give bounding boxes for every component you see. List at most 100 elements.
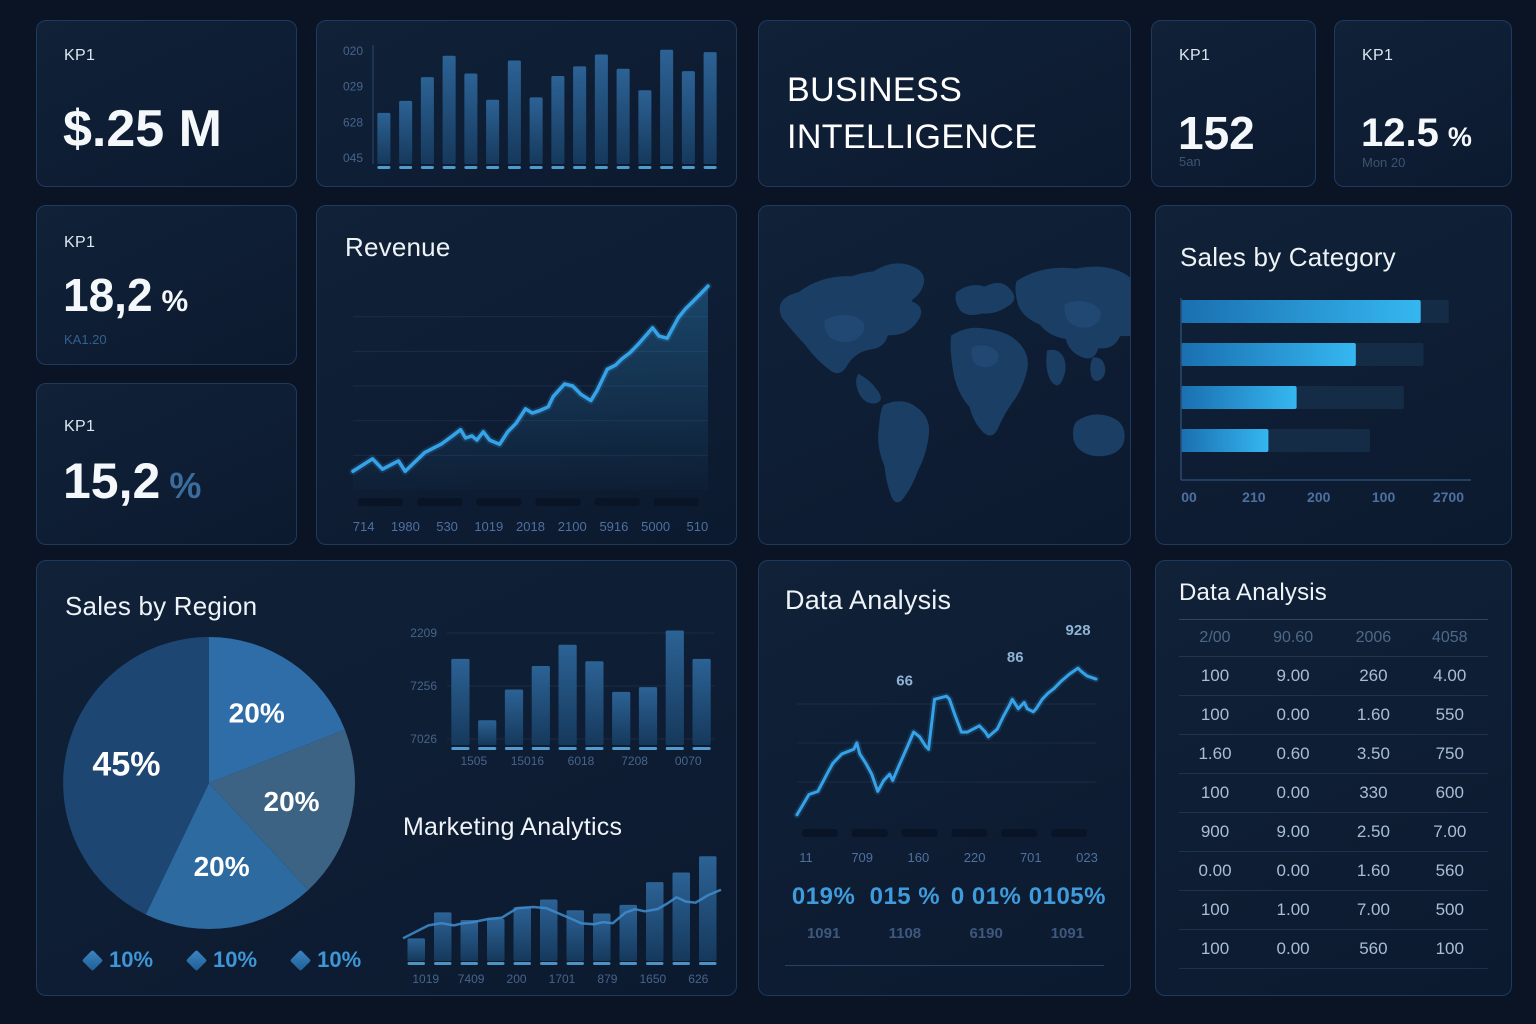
- svg-text:020: 020: [343, 44, 363, 58]
- kpi-label: KP1: [1362, 47, 1394, 64]
- table-header-cell: 2006: [1335, 619, 1412, 657]
- region-pie-chart: 20% 20% 20% 45%: [63, 637, 355, 929]
- legend-label: 10%: [109, 947, 154, 972]
- card-title: Revenue: [345, 232, 451, 262]
- svg-text:7256: 7256: [410, 679, 437, 693]
- percent-sign: %: [161, 285, 189, 318]
- svg-text:045: 045: [343, 151, 363, 165]
- kpi-subtitle: KA1.20: [64, 332, 107, 347]
- card-title: Marketing Analytics: [403, 813, 623, 841]
- svg-text:2700: 2700: [1433, 489, 1464, 505]
- kpi-card-growth: KP1 18,2% KA1.20: [36, 205, 297, 365]
- table-row: 100 0.00 330 600: [1179, 773, 1488, 813]
- table-cell: 500: [1411, 890, 1488, 930]
- card-title: Data Analysis: [785, 585, 952, 615]
- table-cell: 7.00: [1411, 812, 1488, 852]
- stat-label: 1091: [806, 925, 841, 942]
- stat-value: 019%: [791, 883, 856, 910]
- table-cell: 600: [1411, 773, 1488, 813]
- svg-text:210: 210: [1242, 489, 1266, 505]
- svg-text:45%: 45%: [92, 745, 160, 783]
- svg-text:220: 220: [964, 850, 986, 865]
- svg-text:66: 66: [896, 672, 913, 689]
- world-map-card: [758, 205, 1131, 545]
- kpi-card-count: KP1 152 5an: [1151, 20, 1316, 187]
- marketing-combo-chart: 1019 7409 200 1701 879 1650 626: [399, 847, 725, 987]
- kpi-value: $.25 M: [63, 100, 222, 158]
- svg-text:7409: 7409: [458, 972, 485, 986]
- legend-item: 10%: [81, 947, 154, 973]
- sales-by-region-card: Sales by Region 20% 20% 20% 45% 10% 10% 10% 2…: [36, 560, 737, 996]
- table-cell: 330: [1335, 773, 1412, 813]
- kpi-value: 18,2%: [63, 269, 189, 321]
- svg-text:20%: 20%: [194, 851, 250, 882]
- world-map: [779, 263, 1130, 503]
- diamond-icon: [81, 949, 104, 971]
- table-cell: 1.60: [1335, 695, 1412, 735]
- svg-text:200: 200: [1307, 489, 1331, 505]
- analysis-table: 2/00 90.60 2006 4058 100 9.00 260 4.00 100 0.00 1.…: [1179, 619, 1488, 969]
- table-row: 1.60 0.60 3.50 750: [1179, 734, 1488, 774]
- svg-text:160: 160: [908, 850, 930, 865]
- table-cell: 9.00: [1251, 812, 1336, 852]
- stat-item: 015 % 1108: [864, 883, 945, 942]
- svg-text:100: 100: [1372, 489, 1396, 505]
- revenue-line-chart: 714 1980 530 1019 2018 2100 5916 5000 510: [331, 268, 724, 536]
- svg-text:1980: 1980: [391, 519, 420, 534]
- svg-text:5000: 5000: [641, 519, 670, 534]
- stat-value: 0105%: [1028, 883, 1106, 910]
- page-title-line1: BUSINESS: [787, 71, 963, 109]
- stat-label: 6190: [969, 925, 1003, 942]
- kpi-value: 152: [1178, 107, 1255, 159]
- table-cell: 0.00: [1251, 695, 1336, 735]
- page-title: BUSINESS INTELLIGENCE: [787, 67, 1037, 161]
- svg-text:1701: 1701: [549, 972, 576, 986]
- legend-label: 10%: [317, 947, 362, 972]
- analysis-stats: 019% 1091 015 % 1108 0 01% 6190 0105% 1091: [783, 883, 1108, 942]
- mini-bar-chart-card: 020 029 628 045: [316, 20, 737, 187]
- svg-text:15016: 15016: [511, 754, 545, 768]
- svg-text:200: 200: [507, 972, 527, 986]
- kpi-label: KP1: [64, 418, 96, 435]
- svg-text:714: 714: [353, 519, 375, 534]
- stat-item: 0105% 1091: [1027, 883, 1108, 942]
- table-cell: 0.00: [1251, 851, 1336, 891]
- svg-text:1019: 1019: [412, 972, 439, 986]
- percent-sign: %: [169, 465, 202, 506]
- table-cell: 560: [1411, 851, 1488, 891]
- svg-text:20%: 20%: [229, 697, 285, 728]
- kpi-card-revenue-total: KP1 $.25 M: [36, 20, 297, 187]
- kpi-value: 12.5%: [1361, 111, 1472, 155]
- card-title: Data Analysis: [1179, 579, 1328, 606]
- legend-item: 10%: [289, 947, 362, 973]
- svg-text:20%: 20%: [264, 786, 320, 817]
- svg-text:00: 00: [1181, 489, 1197, 505]
- svg-text:879: 879: [597, 972, 617, 986]
- svg-text:7026: 7026: [410, 732, 437, 746]
- svg-text:023: 023: [1076, 850, 1098, 865]
- svg-text:628: 628: [343, 115, 363, 129]
- table-cell: 1.60: [1335, 851, 1412, 891]
- table-cell: 0.00: [1179, 851, 1251, 891]
- region-mini-bar-chart: 2209 7256 7026 1505 15016 6018 7208 0070: [397, 617, 723, 769]
- legend-label: 10%: [213, 947, 258, 972]
- table-cell: 100: [1179, 773, 1251, 813]
- data-analysis-table-card: Data Analysis 2/00 90.60 2006 4058 100 9.00 26…: [1155, 560, 1512, 996]
- table-cell: 9.00: [1251, 656, 1336, 696]
- stat-value: 0 01%: [950, 883, 1022, 910]
- category-bar-chart: 00 210 200 100 2700: [1179, 294, 1479, 516]
- table-cell: 100: [1411, 929, 1488, 969]
- svg-text:11: 11: [799, 850, 813, 865]
- kpi-card-conversion: KP1 15,2%: [36, 383, 297, 545]
- table-header-cell: 2/00: [1179, 619, 1251, 657]
- svg-text:2018: 2018: [516, 519, 545, 534]
- svg-text:86: 86: [1007, 649, 1024, 666]
- kpi-label: KP1: [64, 234, 96, 251]
- table-header-cell: 90.60: [1251, 619, 1336, 657]
- svg-text:029: 029: [343, 80, 363, 94]
- stat-item: 0 01% 6190: [946, 883, 1027, 942]
- diamond-icon: [289, 949, 312, 971]
- page-title-line2: INTELLIGENCE: [787, 118, 1038, 156]
- table-cell: 260: [1335, 656, 1412, 696]
